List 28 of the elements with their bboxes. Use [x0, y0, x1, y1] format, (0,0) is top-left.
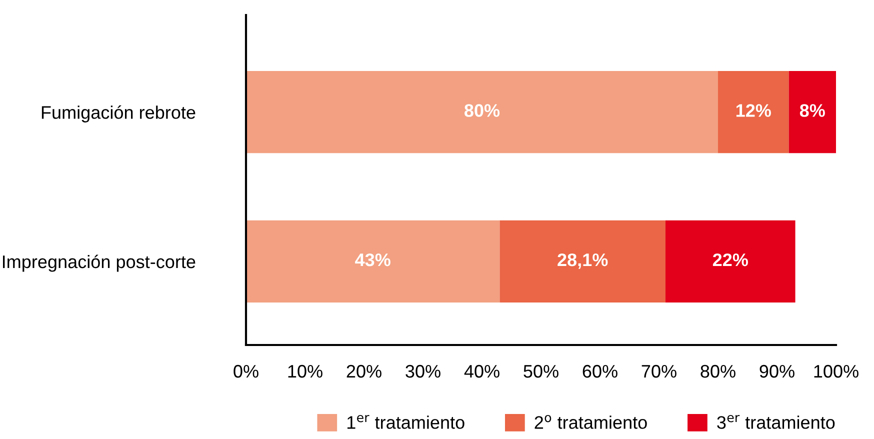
x-tick-label: 60% [582, 364, 618, 378]
bar [246, 220, 500, 302]
legend-label: 2$^{o}$ tratamiento [534, 414, 647, 429]
bar [500, 220, 666, 302]
x-tick-label: 50% [524, 364, 558, 378]
x-tick-label: 70% [642, 364, 676, 378]
bar [665, 220, 796, 302]
bar [788, 70, 836, 154]
x-tick-label: 80% [700, 364, 736, 378]
bar [246, 70, 718, 154]
x-tick-label: 90% [760, 364, 794, 378]
x-tick-label: 0% [234, 364, 258, 378]
data-label: 22% [712, 253, 748, 266]
data-label: 80% [464, 104, 500, 117]
data-label: 28,1% [558, 253, 608, 269]
x-tick-label: 100% [814, 364, 858, 378]
legend-label: 1$^{er}$ tratamiento [347, 414, 464, 429]
y-tick-label: Fumigación rebrote [42, 105, 196, 122]
data-label: 12% [736, 104, 771, 117]
data-label: 8% [800, 104, 825, 117]
x-tick-label: 10% [288, 364, 322, 378]
x-tick-label: 20% [346, 364, 382, 378]
legend-label: 3$^{er}$ tratamiento [717, 414, 835, 429]
x-tick-label: 30% [406, 364, 440, 378]
bar [718, 70, 789, 154]
y-tick-label: Impregnación post-corte [2, 254, 196, 272]
x-tick-label: 40% [464, 364, 500, 378]
data-label: 43% [355, 253, 390, 266]
